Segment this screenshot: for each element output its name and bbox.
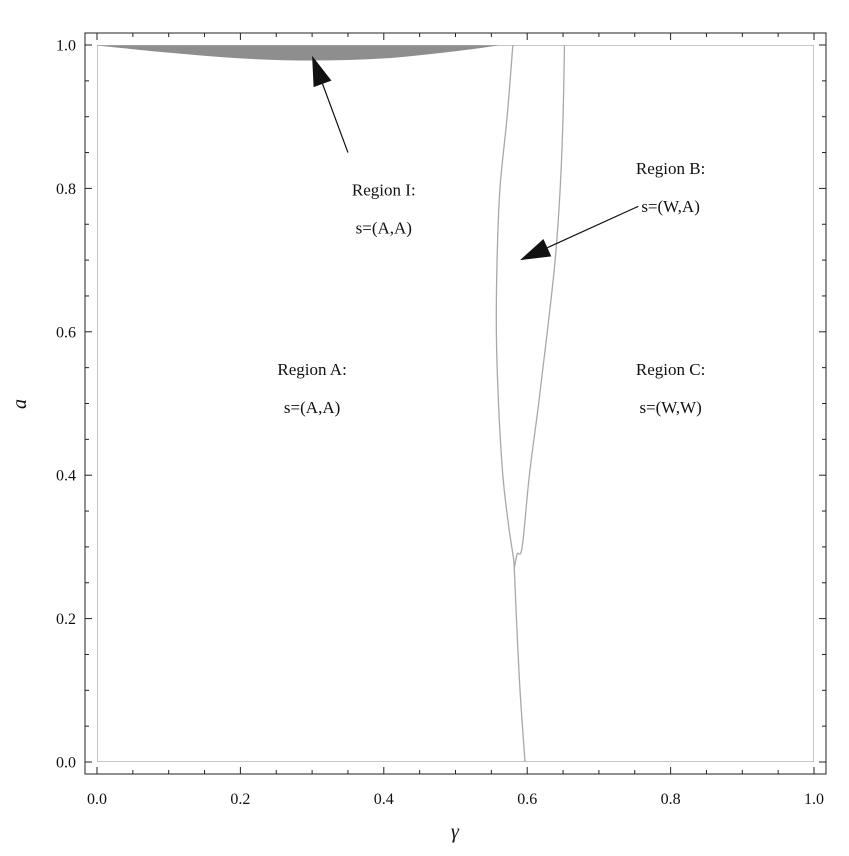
region-b-arrow — [520, 205, 639, 261]
region-c-strategy: s=(W,W) — [639, 398, 701, 417]
y-axis-label: a — [9, 399, 31, 409]
region-a-strategy: s=(A,A) — [284, 398, 340, 417]
x-tick-label: 0.8 — [661, 791, 681, 808]
region-b-annotation: Region B: s=(W,A) — [636, 159, 705, 216]
x-tick-label: 0.4 — [374, 791, 394, 808]
x-tick-label: 0.0 — [87, 791, 107, 808]
x-tick-label: 0.2 — [230, 791, 250, 808]
y-tick-label: 0.6 — [56, 324, 76, 341]
arrows-layer — [312, 55, 639, 261]
tick-labels-layer: 0.0 0.2 0.4 0.6 0.8 1.0 0.0 0.2 0.4 0.6 0.8 1.0 — [56, 38, 824, 809]
y-tick-label: 0.0 — [56, 755, 76, 772]
region-i-annotation: Region I: s=(A,A) — [352, 181, 416, 238]
x-tick-label: 0.6 — [517, 791, 537, 808]
ticks-layer — [85, 33, 826, 774]
y-tick-label: 1.0 — [56, 38, 76, 55]
right-boundary — [513, 45, 566, 569]
region-a-annotation: Region A: s=(A,A) — [277, 360, 346, 417]
region-a-title: Region A: — [277, 360, 346, 379]
x-axis-label: γ — [451, 821, 460, 843]
region-i-title: Region I: — [352, 181, 416, 200]
x-tick-label: 1.0 — [804, 791, 824, 808]
region-b-strategy: s=(W,A) — [641, 197, 700, 216]
left-boundary — [495, 45, 526, 762]
axes-frame — [84, 32, 827, 775]
region-i-strategy: s=(A,A) — [356, 219, 412, 238]
arrow-head — [520, 239, 552, 261]
region-b-title: Region B: — [636, 159, 705, 178]
y-tick-label: 0.4 — [56, 468, 76, 485]
plot-region-border — [97, 45, 814, 762]
boundary-curves-layer — [97, 45, 814, 762]
y-tick-label: 0.2 — [56, 611, 76, 628]
region-i-arrow — [312, 55, 349, 153]
region-i-shaded-area — [97, 45, 499, 61]
arrow-head — [312, 55, 332, 88]
region-c-annotation: Region C: s=(W,W) — [636, 360, 705, 417]
region-annotations-layer: Region I: s=(A,A) Region A: s=(A,A) Region B… — [277, 159, 705, 417]
region-i-shade-layer — [97, 45, 499, 61]
arrow-shaft — [547, 205, 639, 249]
arrow-shaft — [321, 83, 349, 153]
y-tick-label: 0.8 — [56, 181, 76, 198]
axes-frame-layer — [84, 32, 827, 775]
region-c-title: Region C: — [636, 360, 705, 379]
